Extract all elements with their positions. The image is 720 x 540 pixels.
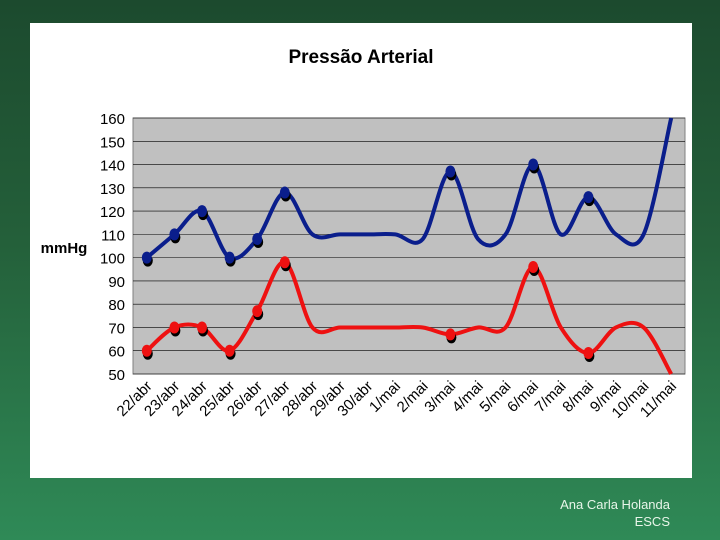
data-point	[583, 191, 594, 204]
x-tick-label: 7/mai	[532, 378, 570, 416]
data-point	[224, 251, 235, 264]
chart-panel: Pressão Arterial mmHg 50 60 70 80 90 100 110 12…	[30, 23, 692, 478]
y-tick-label: 90	[108, 274, 125, 291]
data-point	[279, 186, 290, 199]
data-point	[197, 321, 207, 334]
data-point	[279, 256, 290, 269]
x-tick-label: 8/mai	[559, 378, 597, 416]
x-tick-label: 1/mai	[366, 378, 404, 416]
blood-pressure-chart: Pressão Arterial mmHg 50 60 70 80 90 100 110 12…	[41, 47, 686, 422]
y-tick-label: 80	[108, 297, 125, 314]
y-tick-labels: 50 60 70 80 90 100 110 120 130 140 150 160	[100, 111, 125, 384]
y-tick-label: 110	[101, 227, 125, 244]
data-point	[169, 321, 180, 334]
data-point	[528, 158, 539, 171]
x-tick-label: 3/mai	[421, 378, 459, 416]
data-point	[141, 344, 152, 357]
author-credit: Ana Carla Holanda	[560, 497, 670, 512]
data-point	[252, 305, 263, 318]
x-tick-label: 5/mai	[476, 378, 514, 416]
plot-area	[132, 117, 686, 375]
y-tick-label: 160	[100, 111, 125, 128]
y-tick-label: 100	[100, 251, 125, 268]
data-point	[169, 228, 180, 241]
x-tick-labels: 22/abr23/abr24/abr25/abr26/abr27/abr28/a…	[114, 378, 681, 422]
x-tick-label: 2/mai	[394, 378, 432, 416]
data-point	[528, 260, 539, 273]
y-tick-label: 140	[100, 158, 125, 175]
x-tick-label: 6/mai	[504, 378, 542, 416]
y-tick-label: 60	[108, 344, 125, 361]
chart-title: Pressão Arterial	[288, 47, 433, 68]
data-point	[224, 344, 235, 357]
y-tick-label: 50	[108, 367, 125, 384]
data-point	[252, 233, 263, 246]
data-point	[197, 205, 207, 218]
data-point	[583, 347, 594, 360]
data-point	[141, 251, 152, 264]
data-point	[445, 165, 456, 178]
y-tick-label: 130	[100, 181, 125, 198]
series-markers	[141, 158, 595, 363]
organization-credit: ESCS	[634, 514, 670, 529]
y-tick-label: 70	[108, 320, 125, 337]
x-tick-label: 4/mai	[449, 378, 487, 416]
y-axis-label: mmHg	[41, 240, 88, 257]
y-tick-label: 120	[100, 204, 125, 221]
data-point	[445, 328, 456, 341]
y-tick-label: 150	[100, 134, 125, 151]
